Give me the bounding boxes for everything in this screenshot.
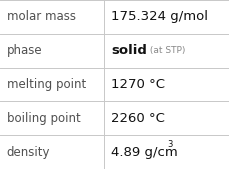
- Text: phase: phase: [7, 44, 43, 57]
- Text: solid: solid: [111, 44, 147, 57]
- Text: 175.324 g/mol: 175.324 g/mol: [111, 10, 208, 23]
- Text: 3: 3: [167, 140, 172, 149]
- Text: molar mass: molar mass: [7, 10, 76, 23]
- Text: melting point: melting point: [7, 78, 86, 91]
- Text: 1270 °C: 1270 °C: [111, 78, 165, 91]
- Text: 4.89 g/cm: 4.89 g/cm: [111, 146, 178, 159]
- Text: (at STP): (at STP): [147, 46, 185, 55]
- Text: density: density: [7, 146, 50, 159]
- Text: boiling point: boiling point: [7, 112, 81, 125]
- Text: 2260 °C: 2260 °C: [111, 112, 165, 125]
